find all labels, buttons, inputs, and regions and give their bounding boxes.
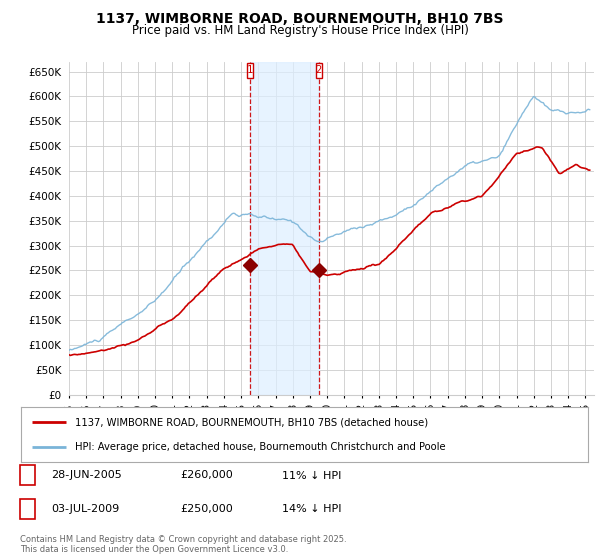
Text: 03-JUL-2009: 03-JUL-2009 xyxy=(51,504,119,514)
Text: 2: 2 xyxy=(24,504,31,514)
Text: 1137, WIMBORNE ROAD, BOURNEMOUTH, BH10 7BS (detached house): 1137, WIMBORNE ROAD, BOURNEMOUTH, BH10 7… xyxy=(75,418,428,427)
Text: 14% ↓ HPI: 14% ↓ HPI xyxy=(282,504,341,514)
Text: 1: 1 xyxy=(24,470,31,480)
FancyBboxPatch shape xyxy=(247,63,253,78)
Text: £260,000: £260,000 xyxy=(180,470,233,480)
Text: 1137, WIMBORNE ROAD, BOURNEMOUTH, BH10 7BS: 1137, WIMBORNE ROAD, BOURNEMOUTH, BH10 7… xyxy=(96,12,504,26)
Text: Contains HM Land Registry data © Crown copyright and database right 2025.
This d: Contains HM Land Registry data © Crown c… xyxy=(20,535,346,554)
Text: HPI: Average price, detached house, Bournemouth Christchurch and Poole: HPI: Average price, detached house, Bour… xyxy=(75,442,445,451)
Text: £250,000: £250,000 xyxy=(180,504,233,514)
Text: 1: 1 xyxy=(247,65,253,75)
Text: 28-JUN-2005: 28-JUN-2005 xyxy=(51,470,122,480)
Text: 2: 2 xyxy=(316,65,322,75)
FancyBboxPatch shape xyxy=(316,63,322,78)
Bar xyxy=(250,62,319,395)
Text: 11% ↓ HPI: 11% ↓ HPI xyxy=(282,470,341,480)
Text: Price paid vs. HM Land Registry's House Price Index (HPI): Price paid vs. HM Land Registry's House … xyxy=(131,24,469,36)
